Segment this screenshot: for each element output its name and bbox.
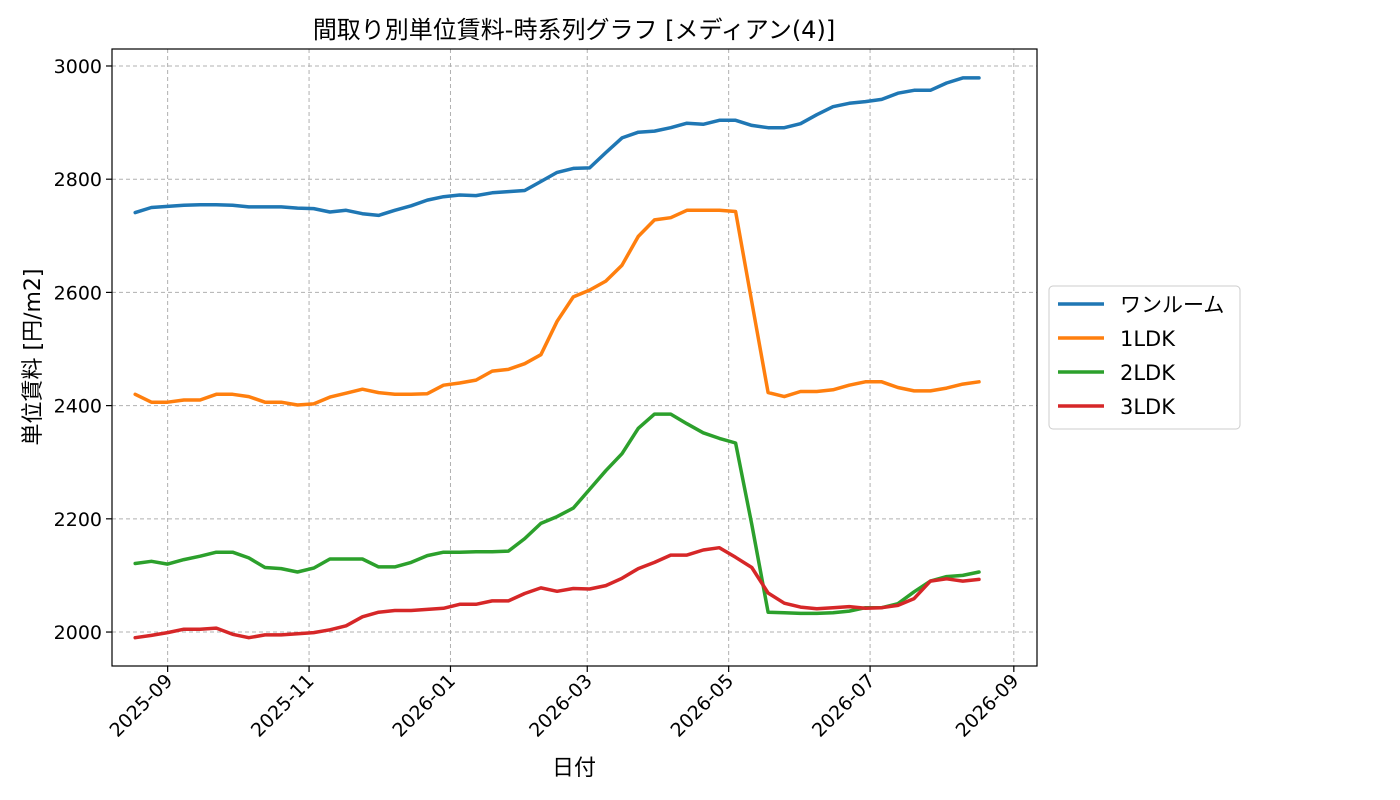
series-line-2ldk	[133, 412, 981, 616]
x-axis-label: 日付	[552, 756, 596, 781]
y-tick-label: 2600	[54, 282, 102, 304]
series-line-1ldk	[133, 208, 981, 407]
series-line-one-room	[133, 76, 981, 218]
y-tick-label: 2200	[54, 509, 102, 531]
legend-label-2ldk: 2LDK	[1120, 361, 1176, 385]
y-tick-label: 2800	[54, 169, 102, 191]
series-lines	[133, 76, 981, 640]
legend-label-3ldk: 3LDK	[1120, 395, 1176, 419]
y-tick-label: 2400	[54, 396, 102, 418]
series-line-3ldk	[133, 545, 981, 640]
legend-box	[1048, 285, 1241, 430]
chart-title: 間取り別単位賃料-時系列グラフ [メディアン(4)]	[313, 16, 835, 44]
y-axis-label: 単位賃料 [円/m2]	[21, 269, 46, 446]
gridlines	[112, 49, 1037, 666]
legend: ワンルーム 1LDK 2LDK 3LDK	[1048, 285, 1241, 430]
legend-label-1ldk: 1LDK	[1120, 327, 1176, 351]
y-tick-label: 2000	[54, 622, 102, 644]
y-tick-label: 3000	[54, 56, 102, 78]
legend-label-one-room: ワンルーム	[1120, 293, 1224, 317]
plot-frame	[111, 48, 1038, 667]
